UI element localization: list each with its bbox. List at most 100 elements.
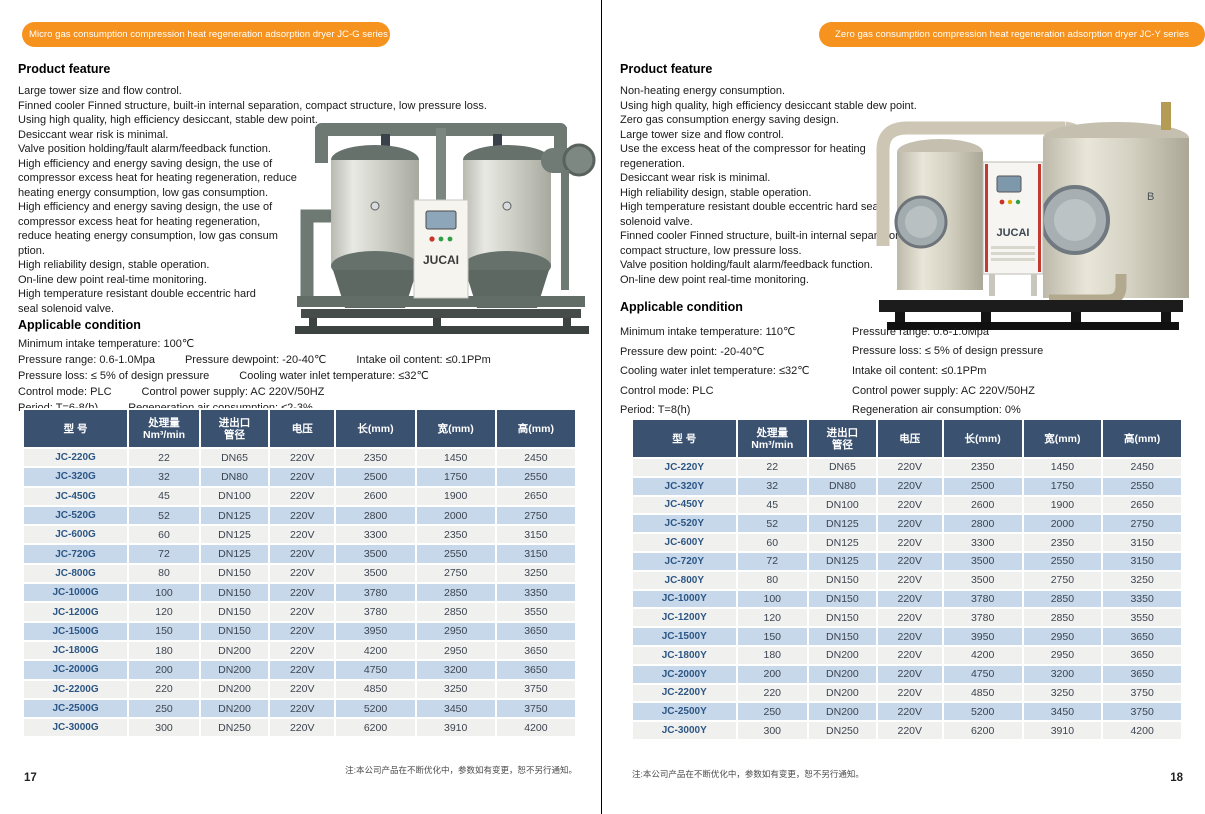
table-cell: DN200 [198, 697, 271, 720]
table-row: JC-1500G 150 DN150 220V 3950 2950 3650 [21, 620, 578, 642]
table-cell: DN65 [198, 446, 271, 469]
table-cell: 220 [735, 682, 809, 704]
table-cell: 2500 [941, 475, 1024, 497]
table-header-cell: 长(mm) [941, 418, 1024, 459]
table-cell: 4750 [941, 663, 1024, 685]
table-cell: 3500 [941, 550, 1024, 572]
table-cell: 220V [875, 663, 944, 685]
table-cell: 220V [875, 588, 944, 610]
table-cell: 220V [875, 550, 944, 572]
table-cell: 3780 [334, 582, 417, 604]
feature-line: ption. [18, 244, 45, 257]
table-cell: 220V [268, 466, 337, 488]
table-cell: JC-3000G [21, 717, 130, 739]
table-header-cell: 处理量 Nm³/min [735, 418, 809, 459]
condition-list: Minimum intake temperature: 100℃ Pressure… [18, 336, 595, 415]
table-cell: 3650 [494, 659, 578, 681]
table-cell: 220V [875, 569, 944, 591]
table-cell: JC-520Y [631, 513, 738, 535]
feature-line: Large tower size and flow control. [620, 128, 784, 141]
table-cell: 22 [127, 446, 201, 469]
feature-line: seal solenoid valve. [18, 302, 115, 315]
table-cell: 72 [127, 543, 201, 565]
table-cell: 2550 [494, 466, 578, 488]
table-cell: 220V [875, 475, 944, 497]
table-cell: 3500 [334, 543, 417, 565]
table-cell: 3200 [414, 659, 497, 681]
condition-item: Pressure range: 0.6-1.0Mpa [852, 325, 989, 338]
table-cell: 2450 [1101, 457, 1183, 478]
feature-line: Valve position holding/fault alarm/feedb… [18, 143, 271, 155]
section-title-product-feature: Product feature [620, 62, 713, 76]
feature-line: Non-heating energy consumption. [620, 85, 786, 97]
table-cell: 180 [735, 644, 809, 666]
table-cell: 3250 [494, 562, 578, 585]
table-cell: JC-600Y [631, 532, 738, 553]
condition-item: Control mode: PLC [18, 385, 112, 398]
table-cell: 3650 [1101, 644, 1183, 666]
table-row: JC-2500G 250 DN200 220V 5200 3450 3750 [21, 697, 578, 720]
table-cell: JC-220G [21, 446, 130, 469]
feature-line: compressor excess heat for heating regen… [18, 172, 297, 184]
table-cell: DN125 [198, 543, 271, 565]
feature-line: regeneration. [620, 157, 685, 170]
table-header-cell: 进出口 管径 [198, 408, 271, 449]
table-cell: 3150 [1101, 532, 1183, 553]
table-cell: 80 [735, 569, 809, 591]
table-header-cell: 处理量 Nm³/min [127, 408, 201, 449]
table-cell: 2350 [414, 524, 497, 546]
feature-line: solenoid valve. [620, 215, 693, 228]
page-left: Micro gas consumption compression heat r… [0, 0, 601, 814]
table-cell: 150 [735, 626, 809, 647]
table-cell: 1450 [414, 446, 497, 469]
table-header-cell: 进出口 管径 [807, 418, 878, 459]
table-cell: 220V [268, 678, 337, 700]
table-cell: 3450 [414, 697, 497, 720]
table-cell: 45 [735, 494, 809, 516]
table-cell: 120 [735, 607, 809, 629]
section-title-applicable-condition: Applicable condition [620, 300, 743, 314]
table-cell: 3910 [414, 717, 497, 739]
feature-list: Non-heating energy consumption. Using hig… [620, 84, 917, 287]
table-cell: DN125 [807, 513, 878, 535]
table-header-cell: 电压 [268, 408, 337, 449]
table-cell: 2350 [1021, 532, 1104, 553]
table-cell: 2850 [414, 601, 497, 623]
table-row: JC-2000Y 200 DN200 220V 4750 3200 3650 [631, 663, 1183, 685]
table-cell: 3150 [494, 524, 578, 546]
feature-line: reduce heating energy consumption, low g… [18, 230, 278, 242]
table-cell: DN125 [807, 550, 878, 572]
table-cell: DN150 [198, 620, 271, 642]
feature-line: Large tower size and flow control. [18, 85, 182, 97]
feature-line: High reliability design, stable operatio… [18, 259, 210, 271]
table-cell: 3150 [494, 543, 578, 565]
feature-line: High efficiency and energy saving design… [18, 201, 273, 213]
table-cell: 3250 [414, 678, 497, 700]
table-cell: 3780 [941, 607, 1024, 629]
page-number: 18 [1170, 772, 1183, 784]
table-header-cell: 长(mm) [334, 408, 417, 449]
table-cell: DN150 [807, 607, 878, 629]
table-cell: 2550 [1101, 475, 1183, 497]
condition-item: Period: T=8(h) [620, 404, 691, 417]
condition-item: Pressure loss: ≤ 5% of design pressure [18, 369, 210, 382]
table-cell: JC-600G [21, 524, 130, 546]
table-cell: 6200 [334, 717, 417, 739]
table-row: JC-1500Y 150 DN150 220V 3950 2950 3650 [631, 626, 1183, 647]
table-row: JC-520Y 52 DN125 220V 2800 2000 2750 [631, 513, 1183, 535]
table-cell: JC-2200Y [631, 682, 738, 704]
table-cell: 3950 [334, 620, 417, 642]
table-cell: 220V [268, 446, 337, 469]
table-cell: 150 [127, 620, 201, 642]
table-cell: JC-520G [21, 504, 130, 527]
table-cell: DN250 [807, 720, 878, 741]
table-cell: JC-1200G [21, 601, 130, 623]
table-header-cell: 电压 [875, 418, 944, 459]
table-cell: 2600 [334, 485, 417, 507]
feature-line: On-line dew point real-time monitoring. [18, 273, 207, 286]
table-cell: DN65 [807, 457, 878, 478]
table-cell: JC-1800Y [631, 644, 738, 666]
table-cell: 1750 [1021, 475, 1104, 497]
condition-item: Pressure dew point: -20-40℃ [620, 345, 765, 358]
table-header-cell: 型 号 [631, 418, 738, 459]
